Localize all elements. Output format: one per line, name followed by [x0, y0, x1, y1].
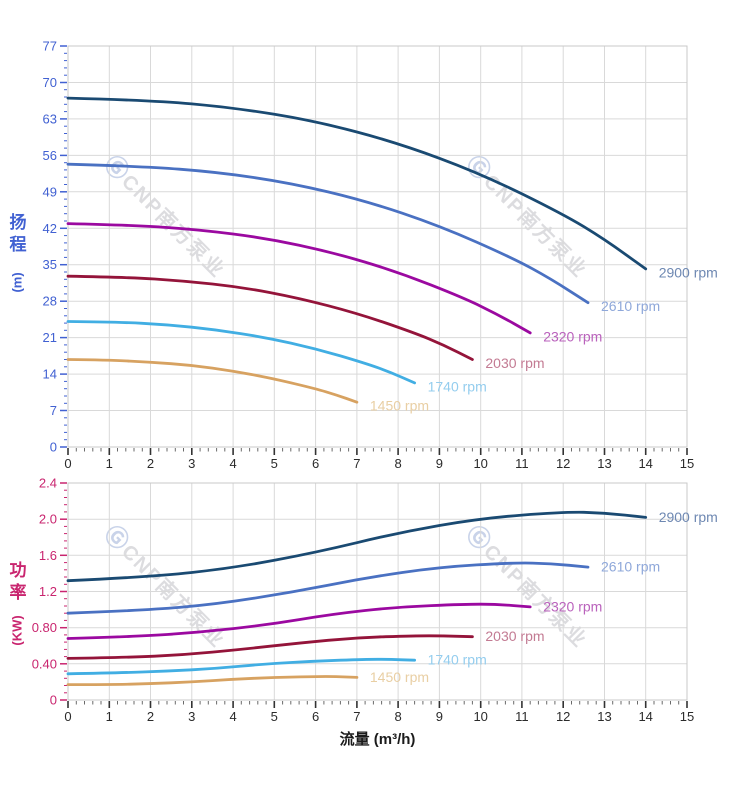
1740-rpm-curve — [66, 320, 416, 385]
2030-rpm-curve — [66, 274, 474, 361]
power-axis-unit: (KW) — [9, 615, 25, 646]
x-tick-label: 4 — [229, 456, 236, 471]
x-tick-label: 6 — [312, 456, 319, 471]
x-tick-label: 8 — [394, 709, 401, 724]
y-tick-label: 42 — [43, 221, 57, 236]
x-tick-label: 11 — [515, 456, 529, 471]
y-tick-label: 14 — [43, 367, 57, 382]
x-tick-label: 9 — [436, 709, 443, 724]
power-axis-title-char: 率 — [9, 583, 27, 603]
power-axis-unit-box: (KW) — [0, 608, 36, 652]
1450-rpm-label: 1450 rpm — [370, 669, 429, 685]
2900-rpm-curve — [66, 510, 648, 583]
2320-rpm-curve — [66, 222, 532, 335]
x-tick-label: 13 — [597, 709, 611, 724]
head-axis-unit-box: (m) — [0, 260, 36, 304]
x-tick-label: 9 — [436, 456, 443, 471]
2610-rpm-label: 2610 rpm — [601, 298, 660, 314]
x-tick-label: 7 — [353, 709, 360, 724]
x-tick-label: 2 — [147, 456, 154, 471]
y-tick-label: 70 — [43, 75, 57, 90]
x-tick-label: 4 — [229, 709, 236, 724]
2900-rpm-label: 2900 rpm — [659, 509, 718, 525]
1740-rpm-label: 1740 rpm — [428, 378, 487, 394]
x-tick-label: 8 — [394, 456, 401, 471]
y-tick-label: 56 — [43, 148, 57, 163]
x-tick-label: 10 — [473, 709, 487, 724]
y-tick-label: 0 — [50, 440, 57, 455]
head-axis-unit: (m) — [9, 272, 25, 293]
2320-rpm-curve — [66, 602, 532, 640]
2030-rpm-label: 2030 rpm — [485, 628, 544, 644]
y-tick-label: 0.80 — [32, 620, 57, 635]
x-tick-label: 2 — [147, 709, 154, 724]
head-axis-title-char: 扬 — [9, 213, 27, 232]
x-tick-label: 13 — [597, 456, 611, 471]
power-axis-title-char: 功 — [9, 561, 27, 580]
2900-rpm-label: 2900 rpm — [659, 264, 718, 280]
head-axis-title: 扬 程 (m) — [0, 212, 36, 304]
x-tick-label: 14 — [638, 456, 652, 471]
x-tick-label: 1 — [106, 709, 113, 724]
y-tick-label: 2.0 — [39, 512, 57, 527]
2320-rpm-label: 2320 rpm — [543, 598, 602, 614]
plot-border — [67, 45, 688, 448]
2610-rpm-curve — [66, 561, 590, 615]
y-tick-label: 0.40 — [32, 656, 57, 671]
y-tick-label: 28 — [43, 294, 57, 309]
2610-rpm-label: 2610 rpm — [601, 559, 660, 575]
2320-rpm-label: 2320 rpm — [543, 328, 602, 344]
x-tick-label: 0 — [64, 709, 71, 724]
y-tick-label: 77 — [43, 39, 57, 54]
1450-rpm-curve — [66, 675, 359, 686]
plot-border — [67, 482, 688, 701]
y-tick-label: 35 — [43, 257, 57, 272]
x-tick-label: 7 — [353, 456, 360, 471]
x-tick-label: 15 — [680, 456, 694, 471]
x-tick-label: 3 — [188, 456, 195, 471]
y-tick-label: 2.4 — [39, 476, 57, 491]
1450-rpm-label: 1450 rpm — [370, 398, 429, 414]
x-tick-label: 3 — [188, 709, 195, 724]
2030-rpm-label: 2030 rpm — [485, 355, 544, 371]
y-tick-label: 49 — [43, 184, 57, 199]
y-tick-label: 1.6 — [39, 548, 57, 563]
x-tick-label: 6 — [312, 709, 319, 724]
1450-rpm-curve — [66, 358, 359, 404]
1740-rpm-curve — [66, 657, 416, 676]
x-tick-label: 14 — [638, 709, 652, 724]
x-tick-label: 0 — [64, 456, 71, 471]
flow-axis-title: 流量 (m³/h) — [339, 731, 416, 748]
x-tick-label: 12 — [556, 456, 570, 471]
x-tick-label: 1 — [106, 456, 113, 471]
x-tick-label: 10 — [473, 456, 487, 471]
head-axis-title-char: 程 — [9, 235, 27, 255]
x-tick-label: 12 — [556, 709, 570, 724]
2030-rpm-curve — [66, 634, 474, 660]
x-tick-label: 11 — [515, 709, 529, 724]
y-tick-label: 1.2 — [39, 584, 57, 599]
x-tick-label: 15 — [680, 709, 694, 724]
y-tick-label: 0 — [50, 693, 57, 708]
x-tick-label: 5 — [271, 709, 278, 724]
x-tick-label: 5 — [271, 456, 278, 471]
y-tick-label: 7 — [50, 403, 57, 418]
power-axis-title: 功 率 (KW) — [0, 560, 36, 652]
2900-rpm-curve — [66, 96, 648, 271]
2610-rpm-curve — [66, 162, 590, 305]
y-tick-label: 63 — [43, 111, 57, 126]
y-tick-label: 21 — [43, 330, 57, 345]
1740-rpm-label: 1740 rpm — [428, 652, 487, 668]
